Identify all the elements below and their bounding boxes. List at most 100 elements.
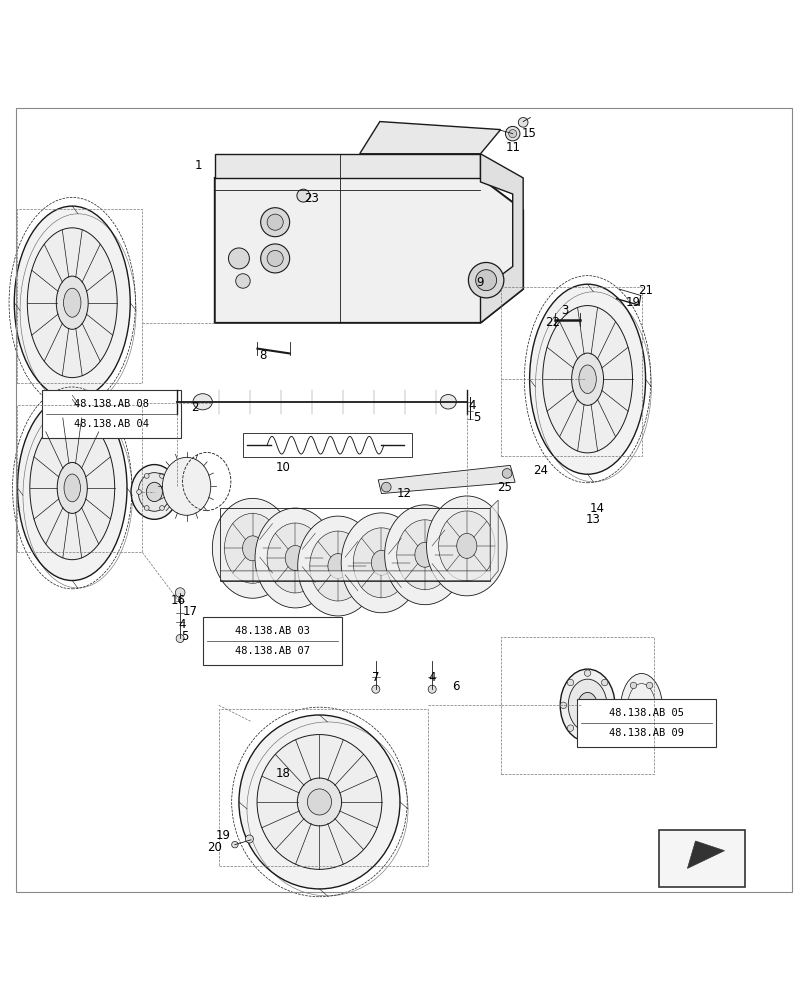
Polygon shape [215,178,523,323]
Circle shape [584,670,591,676]
Text: 20: 20 [208,841,222,854]
Text: 5: 5 [181,630,188,643]
Circle shape [167,490,172,494]
Circle shape [503,469,512,478]
Ellipse shape [64,288,81,317]
Circle shape [567,679,574,686]
Text: 5: 5 [473,411,480,424]
FancyBboxPatch shape [42,390,181,438]
FancyBboxPatch shape [203,617,342,665]
Text: 48.138.AB 07: 48.138.AB 07 [235,646,309,656]
Polygon shape [378,465,516,494]
Polygon shape [221,500,499,581]
Ellipse shape [385,505,465,605]
Ellipse shape [267,523,323,593]
Circle shape [567,725,574,731]
Circle shape [246,835,254,843]
Ellipse shape [138,473,170,511]
Text: 19: 19 [626,296,641,309]
Text: 4: 4 [469,399,476,412]
Text: 3: 3 [562,304,569,317]
Circle shape [428,685,436,693]
Ellipse shape [57,462,87,513]
Ellipse shape [285,545,305,570]
Ellipse shape [568,679,607,732]
Ellipse shape [297,778,342,826]
FancyBboxPatch shape [577,699,717,747]
Circle shape [646,682,653,689]
Circle shape [176,634,184,643]
Text: 18: 18 [276,767,291,780]
Circle shape [232,841,238,848]
Ellipse shape [255,508,335,608]
Ellipse shape [621,674,663,742]
Text: 8: 8 [259,349,267,362]
Ellipse shape [162,457,211,515]
Ellipse shape [427,496,507,596]
Text: 9: 9 [477,276,484,289]
Ellipse shape [579,365,596,393]
Circle shape [372,685,380,693]
Circle shape [560,702,566,709]
Circle shape [137,490,141,494]
Ellipse shape [15,206,130,399]
Ellipse shape [560,669,615,742]
Text: 16: 16 [171,594,186,607]
Ellipse shape [353,528,410,598]
Ellipse shape [213,498,292,598]
Circle shape [381,482,391,492]
Text: 13: 13 [586,513,600,526]
Text: 17: 17 [183,605,198,618]
Ellipse shape [57,276,88,329]
Circle shape [145,506,149,510]
Text: 4: 4 [428,671,436,684]
Text: 10: 10 [276,461,291,474]
Circle shape [145,473,149,478]
Circle shape [630,727,637,733]
Text: 7: 7 [372,671,380,684]
Text: 11: 11 [505,141,520,154]
Ellipse shape [257,735,382,869]
Circle shape [654,705,661,711]
Text: 48.138.AB 05: 48.138.AB 05 [609,708,684,718]
Text: 48.138.AB 03: 48.138.AB 03 [235,626,309,636]
Text: 1: 1 [195,159,203,172]
Circle shape [229,248,250,269]
Circle shape [297,189,309,202]
Circle shape [476,270,497,291]
Circle shape [622,705,629,711]
Ellipse shape [225,513,281,583]
Circle shape [601,679,608,686]
Circle shape [519,118,528,127]
Text: 2: 2 [191,401,199,414]
Circle shape [261,208,289,237]
Ellipse shape [131,465,178,519]
Circle shape [160,473,165,478]
Ellipse shape [242,536,263,561]
Text: 48.138.AB 04: 48.138.AB 04 [74,419,149,429]
Ellipse shape [529,284,646,474]
Text: 19: 19 [215,829,230,842]
Circle shape [261,244,289,273]
Circle shape [236,274,250,288]
Ellipse shape [328,554,348,579]
Text: 24: 24 [533,464,549,477]
Ellipse shape [439,511,495,581]
Polygon shape [215,154,481,178]
Circle shape [175,588,185,597]
Ellipse shape [457,533,477,558]
Text: 14: 14 [590,502,604,515]
Circle shape [267,214,284,230]
Circle shape [584,734,591,741]
Text: 4: 4 [179,618,187,631]
Ellipse shape [239,715,400,889]
Text: 48.138.AB 08: 48.138.AB 08 [74,399,149,409]
Ellipse shape [30,416,115,560]
Ellipse shape [297,516,378,616]
Circle shape [267,250,284,266]
Text: 21: 21 [638,284,653,297]
Circle shape [509,130,517,138]
Ellipse shape [543,306,633,453]
Ellipse shape [397,520,453,590]
Polygon shape [688,841,725,868]
